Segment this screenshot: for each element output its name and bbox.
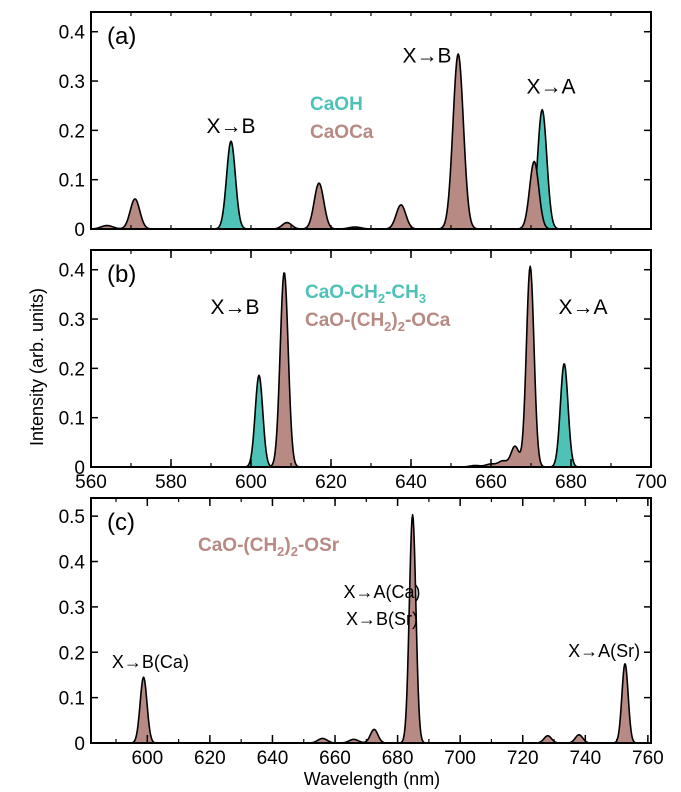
panel-b: 0 0.1 0.2 0.3 0.4 560 580 600 620 640 660 680 700 (b)… <box>59 249 667 493</box>
y-tick-label: 0 <box>74 458 85 479</box>
x-tick-label: 640 <box>395 472 427 493</box>
y-tick-label: 0.4 <box>59 23 86 44</box>
transition-annotation: X→A(Sr) <box>568 641 640 661</box>
x-tick-label: 620 <box>194 748 226 769</box>
x-tick-label: 660 <box>319 748 351 769</box>
x-tick-label: 600 <box>131 748 163 769</box>
y-tick-label: 0.1 <box>59 689 85 710</box>
x-tick-label: 640 <box>257 748 289 769</box>
y-tick-label: 0.4 <box>59 261 86 282</box>
legend-entry: CaO-CH2-CH3 <box>305 282 426 306</box>
plot-frame <box>90 11 652 230</box>
transition-annotation: X→A <box>558 296 607 319</box>
series-area-0-0 <box>91 109 651 229</box>
x-tick-label: 760 <box>632 748 664 769</box>
legend-entry: CaO-(CH2)2-OCa <box>305 310 451 334</box>
transition-annotation: X→B <box>402 44 451 67</box>
x-tick-label: 700 <box>444 748 476 769</box>
panel-label: (a) <box>107 23 136 50</box>
transition-annotation: X→A <box>526 75 575 98</box>
y-tick-label: 0 <box>74 734 85 755</box>
transition-annotation: X→B(Sr) <box>346 609 418 629</box>
y-tick-label: 0 <box>74 220 85 241</box>
y-tick-label: 0.3 <box>59 598 85 619</box>
x-tick-label: 660 <box>475 472 507 493</box>
transition-annotation: X→B <box>206 115 255 138</box>
x-tick-label: 620 <box>315 472 347 493</box>
y-tick-label: 0.3 <box>59 310 85 331</box>
x-tick-label: 700 <box>635 472 667 493</box>
x-tick-label: 560 <box>75 472 107 493</box>
x-tick-label: 680 <box>555 472 587 493</box>
x-tick-label: 580 <box>155 472 187 493</box>
y-tick-label: 0.2 <box>59 359 85 380</box>
y-tick-label: 0.3 <box>59 72 85 93</box>
y-tick-label: 0.5 <box>59 507 85 528</box>
series-area-2-0 <box>91 514 651 743</box>
plot-frame <box>90 497 652 744</box>
panel-c: 0 0.1 0.2 0.3 0.4 0.5 600 620 640 660 680 700 720 740… <box>59 497 664 769</box>
transition-annotation: X→B(Ca) <box>112 652 189 672</box>
panel-label: (c) <box>107 509 135 536</box>
panel-label: (b) <box>107 261 136 288</box>
y-tick-label: 0.2 <box>59 121 85 142</box>
transition-annotation: X→A(Ca) <box>343 582 420 602</box>
legend-entry: CaOCa <box>310 122 374 143</box>
x-tick-label: 600 <box>235 472 267 493</box>
legend-entry: CaOH <box>310 94 363 115</box>
x-tick-label: 680 <box>382 748 414 769</box>
transition-annotation: X→B <box>210 296 259 319</box>
x-tick-label: 720 <box>507 748 539 769</box>
legend-entry: CaO-(CH2)2-OSr <box>198 535 340 559</box>
y-tick-label: 0.2 <box>59 643 85 664</box>
y-axis-label: Intensity (arb. units) <box>27 288 47 446</box>
y-tick-label: 0.1 <box>59 171 85 192</box>
x-axis-label: Wavelength (nm) <box>304 769 440 789</box>
y-tick-label: 0.4 <box>59 553 86 574</box>
x-tick-label: 740 <box>569 748 601 769</box>
y-tick-label: 0.1 <box>59 409 85 430</box>
panel-a: 0 0.1 0.2 0.3 0.4 (a) CaOH CaOCa X→B X→B X→A <box>59 11 652 241</box>
